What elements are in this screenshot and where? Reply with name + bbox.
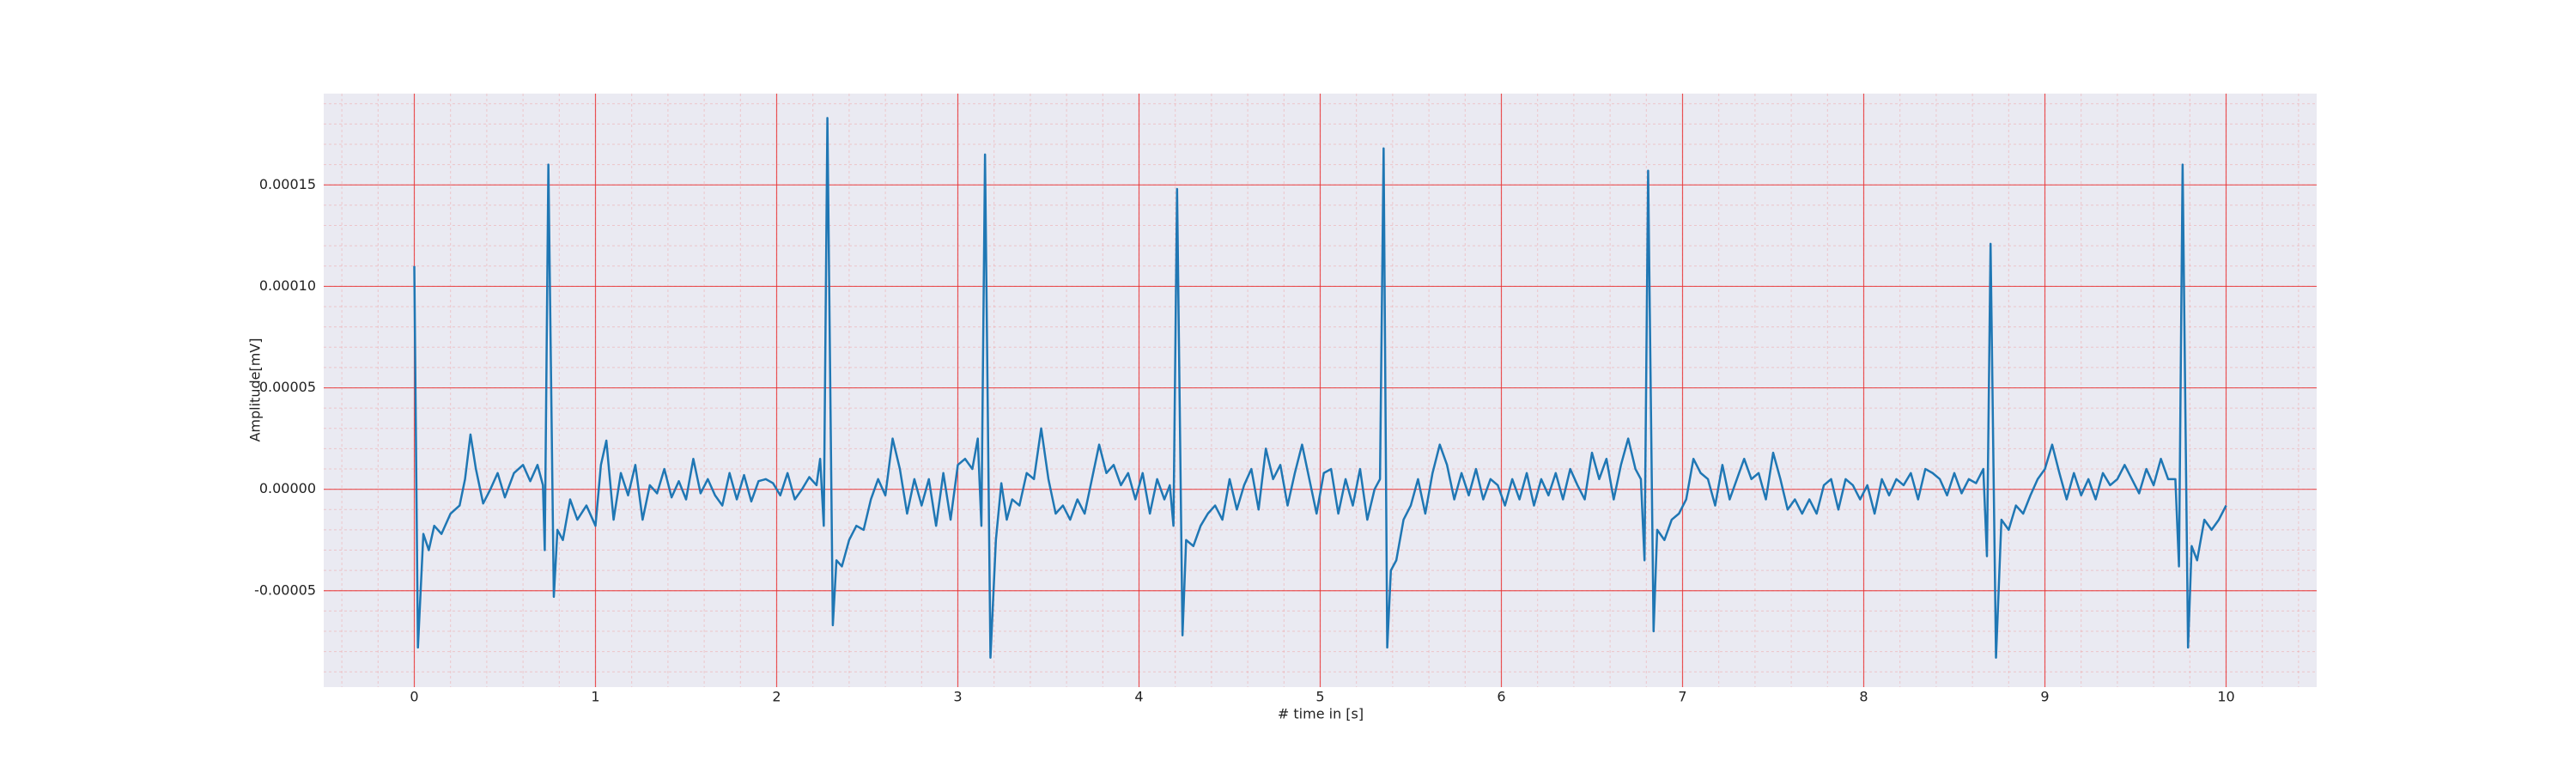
x-tick-label: 3 bbox=[953, 689, 962, 705]
y-tick-label: 0.00005 bbox=[259, 379, 316, 395]
x-tick-label: 10 bbox=[2217, 689, 2234, 705]
x-tick-label: 5 bbox=[1315, 689, 1324, 705]
x-tick-label: 1 bbox=[591, 689, 599, 705]
x-tick-label: 4 bbox=[1134, 689, 1143, 705]
data-line bbox=[413, 117, 2227, 659]
y-tick-label: 0.00015 bbox=[259, 176, 316, 192]
x-tick-label: 9 bbox=[2040, 689, 2049, 705]
plot-area bbox=[324, 94, 2317, 687]
x-tick-label: 0 bbox=[410, 689, 418, 705]
y-tick-label: 0.00010 bbox=[259, 277, 316, 294]
y-tick-label: 0.00000 bbox=[259, 480, 316, 496]
x-tick-label: 6 bbox=[1497, 689, 1505, 705]
y-tick-label: -0.00005 bbox=[254, 581, 316, 598]
x-tick-label: 7 bbox=[1678, 689, 1686, 705]
x-tick-label: 2 bbox=[772, 689, 781, 705]
y-axis-label: Amplitude[mV] bbox=[247, 338, 264, 441]
x-tick-label: 8 bbox=[1859, 689, 1868, 705]
x-axis-label: # time in [s] bbox=[1278, 706, 1364, 722]
